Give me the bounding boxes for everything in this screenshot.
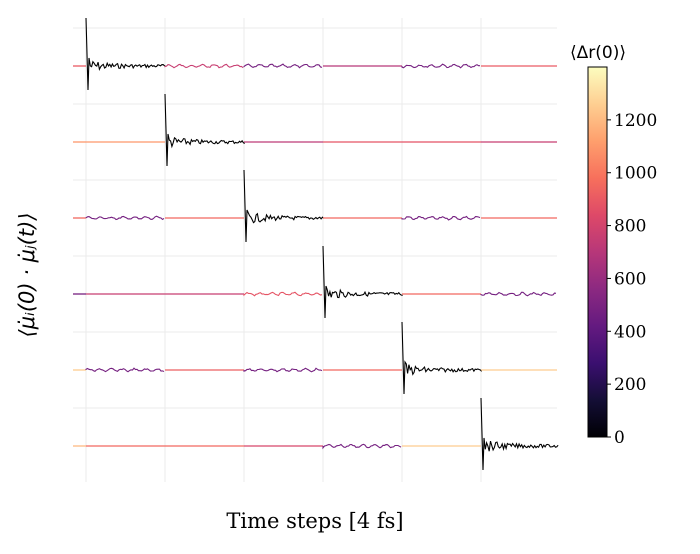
y-axis-label: ⟨μ̇ᵢ(0) · μ̇ⱼ(t)⟩ [15, 213, 39, 338]
colorbar-tick-label: 200 [614, 375, 646, 395]
cross-correlation-trace [480, 291, 557, 297]
colorbar-tick-label: 1200 [614, 111, 657, 131]
colorbar: 0 200 400 600 800 1000 1200 [587, 66, 657, 448]
colorbar-tick-label: 800 [614, 217, 646, 237]
autocorrelation-trace [85, 17, 167, 91]
trace-row [73, 321, 557, 395]
autocorrelation-trace [164, 93, 245, 167]
cross-correlation-trace [164, 63, 244, 69]
cross-correlation-trace [243, 291, 323, 297]
colorbar-gradient [587, 66, 608, 438]
trace-row [73, 93, 557, 167]
autocorrelation-trace [243, 169, 325, 243]
colorbar-label: ⟨Δr(0)⟩ [570, 43, 626, 63]
trace-row [73, 17, 557, 91]
cross-correlation-trace [243, 63, 323, 69]
cross-correlation-trace [401, 63, 480, 69]
grid [73, 18, 557, 482]
cross-correlation-trace [85, 215, 165, 221]
cross-correlation-trace [85, 367, 165, 373]
colorbar-tick-label: 0 [614, 428, 625, 448]
autocorrelation-trace [401, 321, 483, 395]
colorbar-tick-label: 400 [614, 322, 646, 342]
colorbar-tick-label: 1000 [614, 164, 657, 184]
trace-row [73, 169, 557, 243]
autocorrelation-trace [322, 245, 403, 319]
cross-correlation-trace [243, 367, 323, 373]
trace-row [73, 397, 559, 471]
cross-correlation-trace [322, 443, 402, 450]
traces [73, 17, 559, 471]
colorbar-tick-label: 600 [614, 269, 646, 289]
x-axis-label: Time steps [4 fs] [226, 509, 403, 533]
autocorrelation-trace [480, 397, 559, 471]
trace-row [73, 245, 557, 319]
cross-correlation-trace [401, 215, 481, 221]
